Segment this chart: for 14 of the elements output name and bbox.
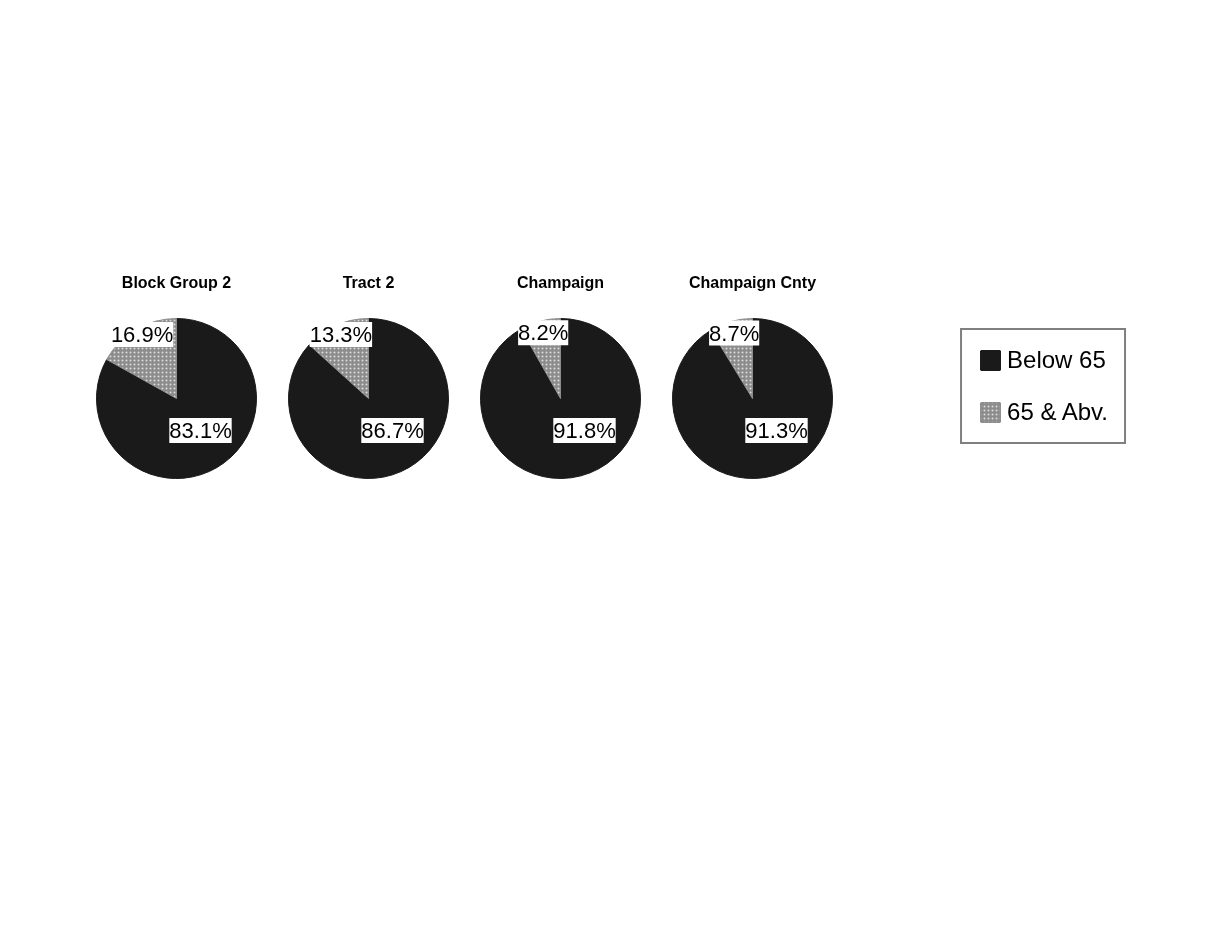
legend-label: Below 65 [1007, 346, 1106, 374]
data-label: 16.9% [110, 322, 174, 347]
chart-title: Block Group 2 [121, 274, 232, 291]
data-label: 8.2% [518, 320, 569, 346]
data-label: 91.3% [745, 418, 808, 443]
data-label: 83.1% [169, 418, 232, 443]
data-label: 8.7% [709, 320, 760, 346]
chart-title: Tract 2 [342, 274, 395, 291]
data-label: 13.3% [309, 322, 373, 347]
legend-label: 65 & Abv. [1007, 398, 1108, 426]
data-label: 91.8% [553, 418, 616, 443]
chart-title: Champaign [516, 274, 605, 291]
data-label: 86.7% [361, 418, 424, 443]
chart-title: Champaign Cnty [688, 274, 817, 291]
